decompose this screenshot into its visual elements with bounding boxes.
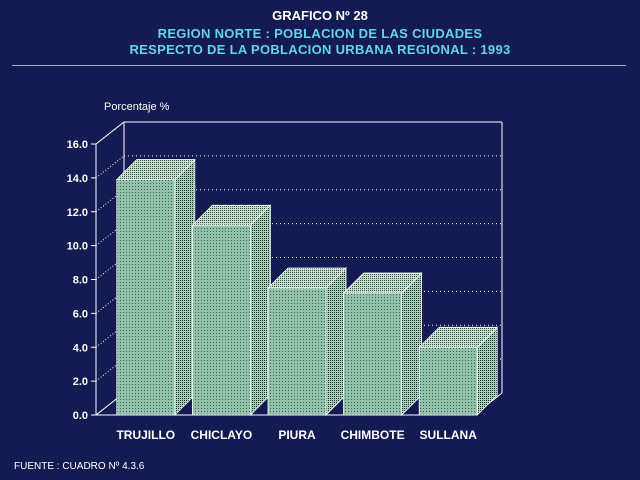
bar-side: [249, 204, 271, 416]
chart-subtitle-line2: RESPECTO DE LA POBLACION URBANA REGIONAL…: [129, 42, 511, 57]
y-tick-label: 0.0: [73, 410, 88, 422]
chart-subtitle-line1: REGION NORTE : POBLACION DE LAS CIUDADES: [157, 26, 483, 41]
bars: [115, 158, 499, 416]
y-tick-label: 14.0: [67, 173, 88, 185]
bar-front: [343, 292, 403, 416]
gridline-depth: [95, 155, 125, 179]
y-tick-label: 10.0: [67, 241, 88, 253]
x-tick-label: PIURA: [278, 428, 316, 442]
bar-side: [174, 158, 196, 416]
chart-title: GRAFICO Nº 28: [272, 8, 368, 23]
bar-chiclayo: [191, 204, 272, 416]
x-tick-label: CHICLAYO: [191, 428, 253, 442]
bar-front: [116, 179, 176, 416]
top-depth-edge: [95, 121, 125, 145]
bar-trujillo: [115, 158, 196, 416]
source-note: FUENTE : CUADRO Nº 4.3.6: [14, 461, 145, 472]
bar-chimbote: [342, 272, 423, 416]
bar-sullana: [418, 326, 499, 416]
bar-front: [191, 224, 251, 416]
bar-piura: [267, 267, 347, 416]
x-tick-label: CHIMBOTE: [341, 428, 405, 442]
y-tick-label: 2.0: [73, 376, 88, 388]
bar-front: [418, 346, 478, 416]
axis-labels: 0.0 2.0 4.0 6.0 8.0 10.0 12.0 14.0 16.0 TRUJILLO C…: [67, 139, 478, 442]
y-tick-label: 12.0: [67, 207, 88, 219]
bar-side: [325, 267, 347, 416]
y-tick-label: 4.0: [73, 342, 88, 354]
y-axis-label: Porcentaje %: [104, 101, 170, 113]
bar-side: [401, 272, 423, 416]
y-tick-label: 8.0: [73, 275, 88, 287]
y-tick-label: 6.0: [73, 308, 88, 320]
bar-front: [267, 287, 327, 416]
y-tick-label: 16.0: [67, 139, 88, 151]
x-tick-label: TRUJILLO: [116, 428, 175, 442]
header-divider: [12, 65, 626, 66]
x-tick-label: SULLANA: [420, 428, 478, 442]
